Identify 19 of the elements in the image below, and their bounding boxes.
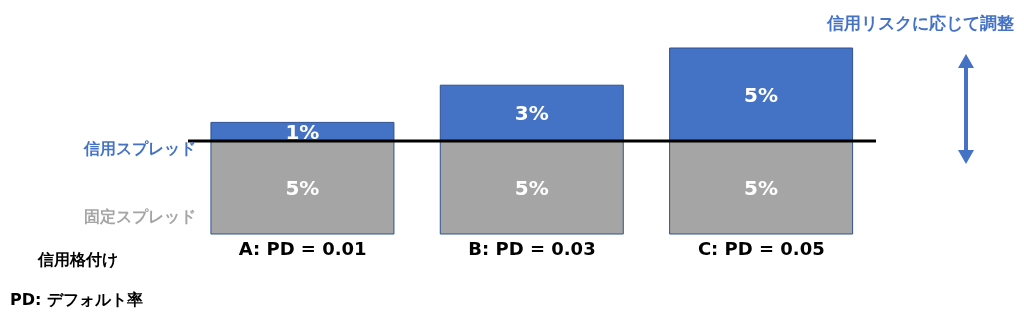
series-label: 固定スプレッド: [83, 206, 196, 228]
x-tick-label: C: PD = 0.05: [697, 237, 825, 259]
data-label: 5%: [744, 175, 779, 200]
bar: [439, 84, 624, 142]
x-tick-label: B: PD = 0.03: [468, 237, 596, 259]
bar: [210, 140, 395, 235]
bar: [439, 140, 624, 235]
bar: [669, 47, 854, 142]
data-label: 5%: [514, 175, 549, 200]
text: PD: デフォルト率: [10, 290, 143, 311]
bar: [669, 140, 854, 235]
data-label: 5%: [285, 175, 320, 200]
data-label: 1%: [285, 119, 320, 144]
x-tick-label: A: PD = 0.01: [238, 237, 367, 259]
x-axis-title: 信用格付け: [38, 250, 118, 271]
series-label: 信用スプレッド: [82, 138, 196, 160]
data-label: 5%: [744, 82, 779, 107]
text: 信用リスクに応じて調整: [827, 12, 1014, 35]
data-label: 3%: [514, 101, 549, 126]
